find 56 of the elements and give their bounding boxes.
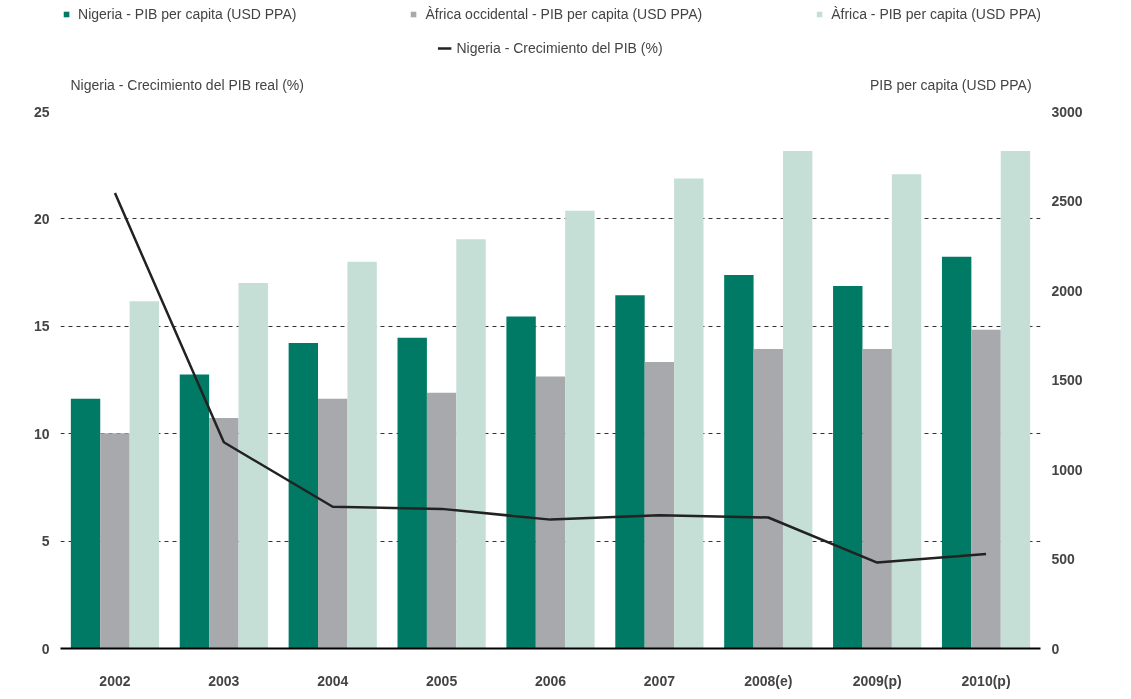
- y-tick-label: 20: [33, 210, 50, 227]
- bar: [288, 342, 319, 649]
- bar: [941, 256, 972, 649]
- x-tick-label: 2008(e): [744, 672, 793, 689]
- x-tick-label: 2005: [426, 672, 458, 689]
- bar: [674, 178, 704, 649]
- x-tick-label: 2004: [317, 672, 349, 689]
- y2-axis-title: PIB per capita (USD PPA): [870, 76, 1032, 93]
- line-series: [113, 191, 988, 564]
- x-tick-label: 2010(p): [961, 672, 1011, 689]
- bar: [833, 286, 863, 649]
- bar: [971, 329, 1001, 649]
- y2-tick-label: 1000: [1051, 461, 1083, 478]
- bar: [615, 295, 645, 649]
- bar: [891, 174, 922, 649]
- bar: [238, 282, 268, 649]
- bar: [535, 376, 566, 649]
- bar: [644, 362, 675, 649]
- bar: [209, 417, 239, 649]
- bar: [753, 349, 783, 649]
- y2-tick-label: 2000: [1051, 282, 1083, 299]
- bar: [456, 239, 486, 649]
- bar: [1000, 151, 1031, 649]
- y-tick-label: 15: [33, 318, 50, 335]
- bar: [318, 398, 348, 649]
- x-tick-label: 2003: [208, 672, 240, 689]
- y2-tick-label: 0: [1051, 640, 1060, 657]
- y-axis-title: Nigeria - Crecimiento del PIB real (%): [70, 76, 304, 93]
- legend-label: Àfrica occidental - PIB per capita (USD PPA): [425, 6, 703, 22]
- y2-tick-label: 1500: [1051, 372, 1083, 388]
- legend-label: Nigeria - PIB per capita (USD PPA): [78, 6, 297, 22]
- y-tick-label: 10: [33, 425, 50, 442]
- y-tick-label: 25: [33, 103, 50, 120]
- bar: [100, 433, 130, 649]
- x-tick-label: 2002: [99, 672, 131, 689]
- bar: [862, 349, 892, 649]
- bar: [724, 274, 754, 649]
- y-tick-label: 0: [41, 640, 50, 657]
- bar: [426, 392, 457, 649]
- x-tick-label: 2006: [534, 672, 567, 689]
- y-tick-label: 5: [41, 533, 50, 550]
- bar: [782, 151, 813, 649]
- y2-tick-label: 2500: [1051, 193, 1083, 209]
- y2-tick-label: 500: [1051, 551, 1076, 567]
- bar: [565, 210, 595, 649]
- y2-tick-label: 3000: [1051, 103, 1083, 120]
- x-tick-label: 2009(p): [852, 672, 902, 689]
- bar: [179, 374, 210, 649]
- x-tick-label: 2007: [643, 672, 676, 689]
- legend-label: Àfrica - PIB per capita (USD PPA): [831, 6, 1041, 22]
- bar: [397, 337, 427, 649]
- bar: [129, 301, 160, 649]
- legend-label: Nigeria - Crecimiento del PIB (%): [456, 40, 663, 56]
- bar: [347, 261, 377, 649]
- bar: [506, 316, 536, 649]
- bar: [70, 398, 101, 649]
